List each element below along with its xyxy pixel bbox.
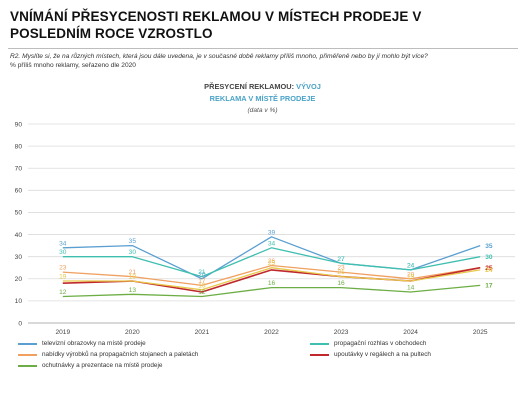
legend-label-radio: propagační rozhlas v obchodech <box>334 340 427 347</box>
legend-label-tv: televizní obrazovky na místě prodeje <box>42 340 146 347</box>
data-label-s5-2021: 12 <box>198 289 206 296</box>
series-line-2 <box>62 264 481 287</box>
data-label-s0-2025: 35 <box>485 243 493 250</box>
note-text: % příliš mnoho reklamy, seřazeno dle 202… <box>10 62 136 69</box>
chart-title: PŘESYCENÍ REKLAMOU: VÝVOJ <box>0 82 525 92</box>
chart-title-part2: VÝVOJ <box>296 82 321 91</box>
y-tick-label-60: 60 <box>15 188 23 195</box>
x-tick-label-2022: 2022 <box>264 329 279 336</box>
data-label-s0-2021: 20 <box>198 271 206 278</box>
x-tick-label-2025: 2025 <box>473 329 488 336</box>
data-label-s2-2021: 17 <box>198 278 206 285</box>
y-tick-label-20: 20 <box>15 276 23 283</box>
data-label-s0-2022: 39 <box>268 229 276 236</box>
y-tick-label-70: 70 <box>15 166 23 173</box>
data-label-s1-2025: 30 <box>485 254 493 261</box>
x-tick-label-2021: 2021 <box>195 329 210 336</box>
data-label-s1-2024: 24 <box>407 262 415 269</box>
data-label-s2-2020: 21 <box>129 269 137 276</box>
data-label-s2-2024: 20 <box>407 271 415 278</box>
x-tick-label-2023: 2023 <box>334 329 349 336</box>
legend-swatch-tastings <box>18 365 37 367</box>
data-label-s0-2020: 35 <box>129 238 137 245</box>
y-tick-label-80: 80 <box>15 143 23 150</box>
legend-label-tastings: ochutnávky a prezentace na místě prodeje <box>42 362 163 369</box>
title-divider <box>8 48 518 49</box>
data-label-s2-2022: 26 <box>268 258 276 265</box>
series-line-1 <box>62 247 481 278</box>
data-label-s4-2019: 19 <box>59 273 67 280</box>
data-label-s0-2019: 34 <box>59 240 67 247</box>
data-label-s5-2022: 16 <box>268 280 276 287</box>
y-tick-label-40: 40 <box>15 232 23 239</box>
data-label-s1-2023: 27 <box>337 256 345 263</box>
data-label-s2-2025: 25 <box>485 265 493 272</box>
data-label-s2-2019: 23 <box>59 265 67 272</box>
data-label-s1-2022: 34 <box>268 240 276 247</box>
data-label-s1-2021: 21 <box>198 269 206 276</box>
chart-subtitle: (data v %) <box>247 107 278 114</box>
question-text: R2. Myslíte si, že na různých místech, k… <box>10 53 428 60</box>
data-label-s5-2025: 17 <box>485 283 493 290</box>
data-label-s5-2024: 14 <box>407 285 415 292</box>
y-tick-label-30: 30 <box>15 254 23 261</box>
legend-swatch-radio <box>310 343 329 345</box>
chart-title-part1: PŘESYCENÍ REKLAMOU: <box>204 82 297 91</box>
y-tick-label-90: 90 <box>15 121 23 128</box>
data-label-s4-2025: 24 <box>485 267 493 274</box>
data-label-s5-2019: 12 <box>59 289 67 296</box>
legend-label-stands: nabídky výrobků na propagačních stojanec… <box>42 351 199 358</box>
data-label-s1-2019: 30 <box>59 249 67 256</box>
x-tick-label-2024: 2024 <box>403 329 418 336</box>
data-label-s2-2023: 23 <box>337 265 345 272</box>
legend-swatch-stands <box>18 354 37 356</box>
y-tick-label-10: 10 <box>15 298 23 305</box>
series-line-5 <box>62 284 481 298</box>
legend-swatch-tv <box>18 343 37 345</box>
y-tick-label-50: 50 <box>15 210 23 217</box>
data-label-s3-2025: 25 <box>485 265 493 272</box>
data-label-s4-2020: 19 <box>129 273 137 280</box>
legend-swatch-shelves <box>310 354 329 356</box>
data-label-s4-2021: 15 <box>198 282 206 289</box>
data-label-s4-2023: 21 <box>337 269 345 276</box>
chart-title-line2: REKLAMA V MÍSTĚ PRODEJE <box>209 94 316 103</box>
x-tick-label-2020: 2020 <box>125 329 140 336</box>
data-label-s0-2024: 24 <box>407 262 415 269</box>
data-label-s5-2023: 16 <box>337 280 345 287</box>
page-title: VNÍMÁNÍ PŘESYCENOSTI REKLAMOU V MÍSTECH … <box>10 9 422 41</box>
data-label-s4-2022: 25 <box>268 260 276 267</box>
legend-label-shelves: upoutávky v regálech a na pultech <box>334 351 431 358</box>
y-tick-label-0: 0 <box>18 320 22 327</box>
series-line-4 <box>62 267 481 291</box>
data-label-s0-2023: 27 <box>337 256 345 263</box>
x-tick-label-2019: 2019 <box>55 329 70 336</box>
data-label-s4-2024: 19 <box>407 273 415 280</box>
data-label-s1-2020: 30 <box>129 249 137 256</box>
data-label-s5-2020: 13 <box>129 287 137 294</box>
